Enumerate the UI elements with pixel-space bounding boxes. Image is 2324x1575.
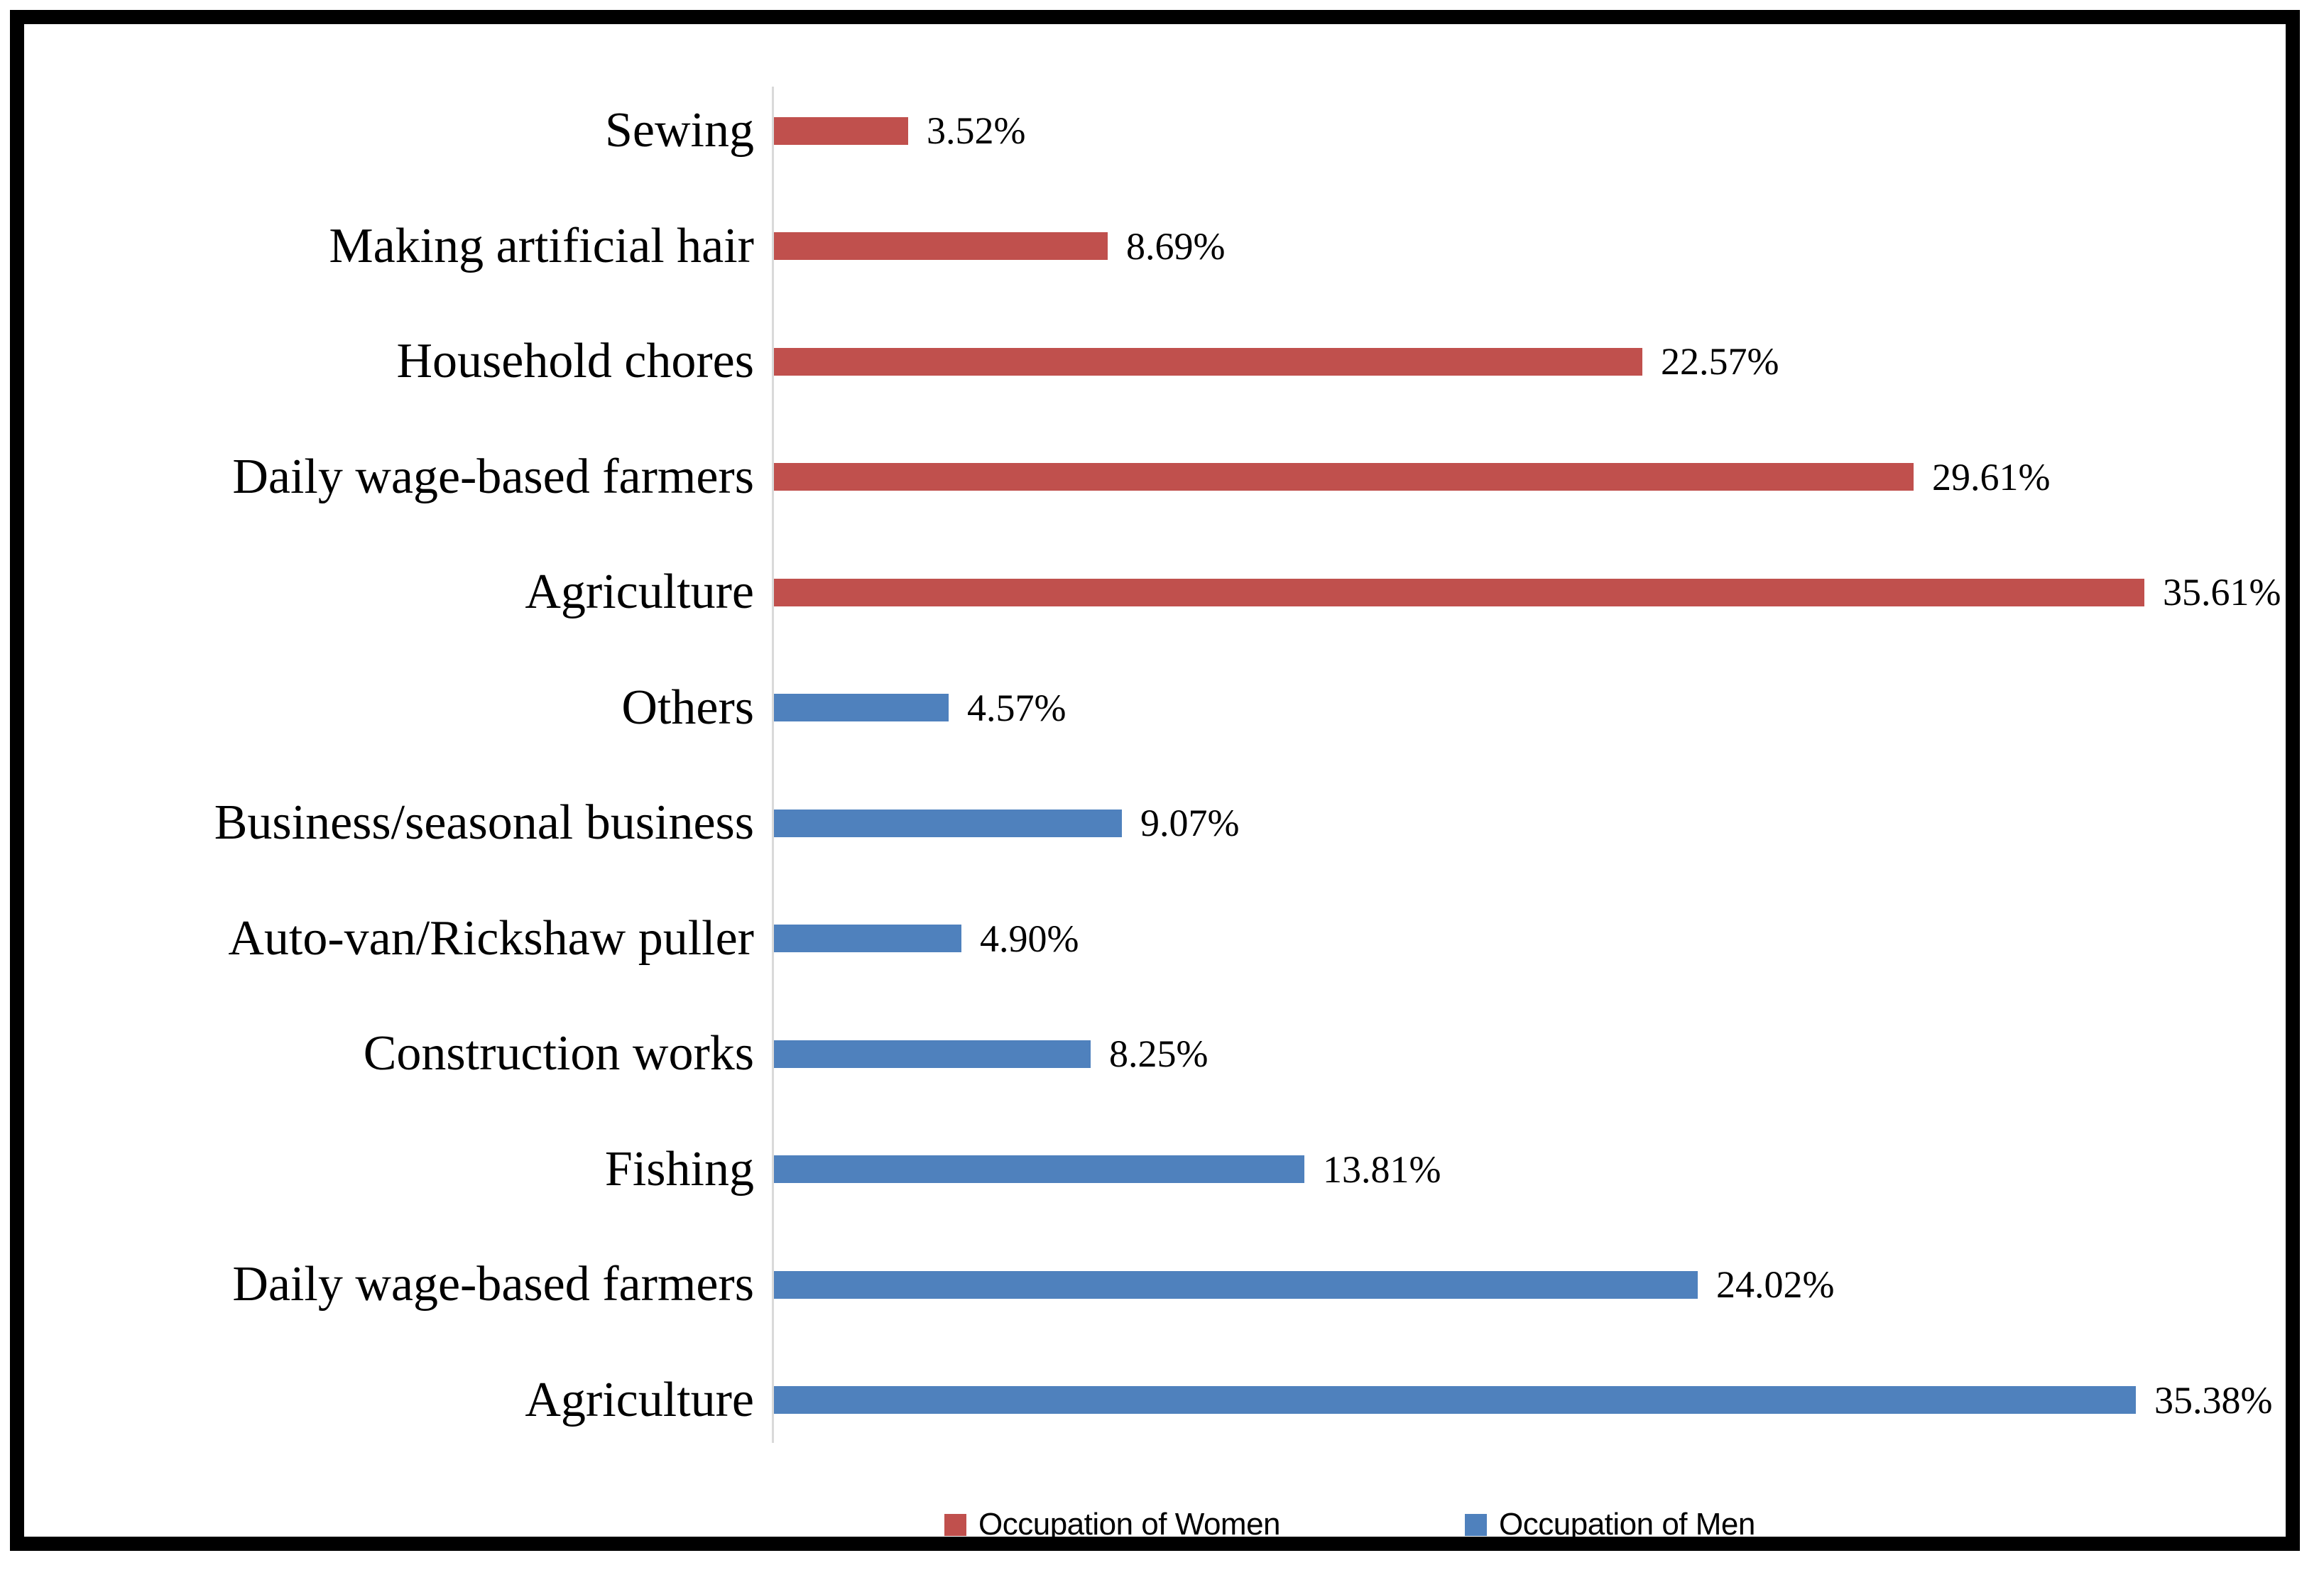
legend-item-men: Occupation of Men bbox=[1465, 1507, 1755, 1542]
value-label: 29.61% bbox=[1932, 455, 2051, 498]
bar-men bbox=[773, 1270, 1698, 1299]
bar-women bbox=[773, 463, 1914, 491]
bar-row: Daily wage-based farmers 24.02% bbox=[24, 1227, 2286, 1343]
bar-row: Sewing 3.52% bbox=[24, 73, 2286, 189]
bar-men bbox=[773, 809, 1122, 837]
category-label: Business/seasonal business bbox=[214, 795, 754, 851]
bar-area: 9.07% bbox=[773, 765, 2286, 881]
bar-men bbox=[773, 1155, 1304, 1184]
bar-area: 22.57% bbox=[773, 304, 2286, 420]
bar-area: 8.25% bbox=[773, 996, 2286, 1112]
bar-women bbox=[773, 116, 908, 145]
category-axis-line bbox=[772, 87, 774, 1443]
bar-women bbox=[773, 578, 2144, 606]
value-label: 24.02% bbox=[1716, 1263, 1835, 1307]
plot-area: Sewing 3.52% Making artificial hair 8.69% Ho… bbox=[24, 73, 2286, 1458]
value-label: 4.57% bbox=[967, 686, 1066, 729]
bar-women bbox=[773, 347, 1642, 376]
bar-row: Making artificial hair 8.69% bbox=[24, 189, 2286, 305]
category-label: Daily wage-based farmers bbox=[232, 449, 754, 504]
bar-women bbox=[773, 232, 1108, 261]
category-label: Daily wage-based farmers bbox=[232, 1257, 754, 1312]
bar-row: Daily wage-based farmers 29.61% bbox=[24, 420, 2286, 535]
bar-area: 35.38% bbox=[773, 1343, 2286, 1459]
bar-area: 13.81% bbox=[773, 1112, 2286, 1228]
bar-area: 29.61% bbox=[773, 420, 2286, 535]
value-label: 8.69% bbox=[1126, 224, 1226, 268]
bar-men bbox=[773, 925, 961, 953]
category-label: Making artificial hair bbox=[329, 218, 754, 273]
bar-area: 35.61% bbox=[773, 535, 2286, 650]
bar-men bbox=[773, 1040, 1091, 1068]
bar-row: Business/seasonal business 9.07% bbox=[24, 765, 2286, 881]
bar-row: Household chores 22.57% bbox=[24, 304, 2286, 420]
legend-item-women: Occupation of Women bbox=[944, 1507, 1281, 1542]
bar-row: Others 4.57% bbox=[24, 650, 2286, 766]
value-label: 9.07% bbox=[1140, 802, 1240, 845]
category-label: Others bbox=[621, 680, 754, 735]
bar-area: 4.90% bbox=[773, 881, 2286, 997]
category-label: Sewing bbox=[605, 103, 754, 158]
bar-row: Agriculture 35.61% bbox=[24, 535, 2286, 650]
value-label: 13.81% bbox=[1323, 1148, 1441, 1191]
bar-area: 4.57% bbox=[773, 650, 2286, 766]
bar-row: Fishing 13.81% bbox=[24, 1112, 2286, 1228]
category-label: Construction works bbox=[363, 1026, 754, 1081]
legend-swatch-women-icon bbox=[944, 1513, 966, 1536]
bar-area: 8.69% bbox=[773, 189, 2286, 305]
legend-swatch-men-icon bbox=[1465, 1513, 1488, 1536]
value-label: 35.38% bbox=[2154, 1378, 2273, 1422]
bar-row: Auto-van/Rickshaw puller 4.90% bbox=[24, 881, 2286, 997]
value-label: 22.57% bbox=[1661, 340, 1779, 383]
chart-frame: Sewing 3.52% Making artificial hair 8.69% Ho… bbox=[10, 10, 2300, 1551]
legend-label-women: Occupation of Women bbox=[978, 1507, 1281, 1542]
bar-area: 3.52% bbox=[773, 73, 2286, 189]
category-label: Agriculture bbox=[525, 1372, 754, 1427]
value-label: 3.52% bbox=[927, 109, 1026, 153]
category-label: Household chores bbox=[396, 334, 754, 389]
bar-rows: Sewing 3.52% Making artificial hair 8.69% Ho… bbox=[24, 73, 2286, 1458]
bar-row: Construction works 8.25% bbox=[24, 996, 2286, 1112]
legend-label-men: Occupation of Men bbox=[1499, 1507, 1755, 1542]
bar-men bbox=[773, 1386, 2136, 1415]
value-label: 35.61% bbox=[2163, 571, 2281, 614]
category-label: Auto-van/Rickshaw puller bbox=[228, 910, 754, 966]
legend: Occupation of Women Occupation of Men bbox=[944, 1507, 1755, 1542]
value-label: 4.90% bbox=[980, 917, 1079, 960]
category-label: Fishing bbox=[604, 1141, 754, 1197]
category-label: Agriculture bbox=[525, 565, 754, 620]
bar-area: 24.02% bbox=[773, 1227, 2286, 1343]
bar-row: Agriculture 35.38% bbox=[24, 1343, 2286, 1459]
bar-men bbox=[773, 694, 949, 722]
value-label: 8.25% bbox=[1109, 1032, 1209, 1076]
